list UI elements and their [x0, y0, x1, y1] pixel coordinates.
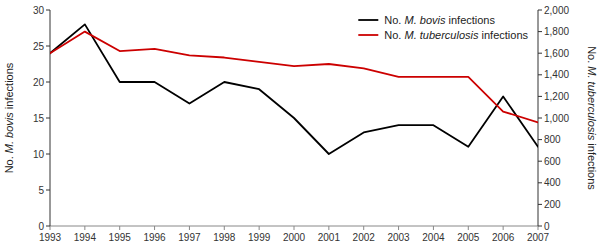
y2-tick-label: 2,000	[544, 5, 569, 16]
y2-tick-label: 800	[544, 134, 561, 145]
y2-tick-label: 1,800	[544, 26, 569, 37]
x-tick-label: 1998	[213, 232, 236, 243]
x-tick	[538, 226, 539, 230]
x-tick	[433, 226, 434, 230]
x-tick-label: 2005	[457, 232, 480, 243]
x-tick	[119, 226, 120, 230]
y2-tick	[538, 161, 542, 162]
y2-tick	[538, 96, 542, 97]
x-tick	[259, 226, 260, 230]
y2-tick-label: 1,600	[544, 48, 569, 59]
series-line	[50, 32, 538, 123]
x-tick-label: 1994	[74, 232, 97, 243]
y2-tick	[538, 226, 542, 227]
y-axis-label: No. M. bovis infections	[3, 62, 15, 173]
y2-tick	[538, 10, 542, 11]
plot-area	[50, 24, 538, 154]
y-tick	[46, 82, 50, 83]
y-tick-label: 10	[33, 149, 45, 160]
y2-tick-label: 1,400	[544, 69, 569, 80]
x-tick	[84, 226, 85, 230]
x-tick-label: 2001	[318, 232, 341, 243]
legend: No. M. bovis infections No. M. tuberculos…	[358, 14, 528, 41]
x-tick	[294, 226, 295, 230]
x-tick	[503, 226, 504, 230]
y2-tick-label: 200	[544, 199, 561, 210]
legend-label: No. M. bovis infections	[384, 14, 495, 26]
x-tick-label: 1993	[39, 232, 62, 243]
x-tick	[154, 226, 155, 230]
x-tick	[189, 226, 190, 230]
y2-tick	[538, 74, 542, 75]
x-tick-label: 2007	[527, 232, 550, 243]
y-tick-label: 20	[33, 77, 45, 88]
y-tick	[46, 46, 50, 47]
y-tick-label: 25	[33, 41, 45, 52]
y2-tick-label: 400	[544, 177, 561, 188]
legend-swatch	[358, 19, 378, 21]
legend-label: No. M. tuberculosis infections	[384, 29, 528, 41]
y2-tick-label: 1,200	[544, 91, 569, 102]
y2-tick	[538, 53, 542, 54]
y-tick	[46, 226, 50, 227]
legend-swatch	[358, 34, 378, 36]
x-tick-label: 1995	[109, 232, 132, 243]
x-tick	[50, 226, 51, 230]
x-tick-label: 2004	[422, 232, 445, 243]
y2-tick-label: 600	[544, 156, 561, 167]
series-line	[50, 24, 538, 154]
x-tick	[224, 226, 225, 230]
x-tick	[328, 226, 329, 230]
x-tick-label: 2002	[353, 232, 376, 243]
x-tick	[363, 226, 364, 230]
x-tick-label: 1996	[143, 232, 166, 243]
y2-tick	[538, 118, 542, 119]
y2-tick-label: 0	[544, 221, 550, 232]
y-tick-label: 0	[38, 221, 44, 232]
x-tick-label: 2006	[492, 232, 515, 243]
x-tick	[468, 226, 469, 230]
y-tick-label: 30	[33, 5, 45, 16]
y-tick	[46, 154, 50, 155]
x-tick-label: 1999	[248, 232, 271, 243]
x-tick-label: 1997	[178, 232, 201, 243]
y-tick	[46, 118, 50, 119]
y2-tick	[538, 31, 542, 32]
y-tick-label: 5	[38, 185, 44, 196]
x-tick-label: 2000	[283, 232, 306, 243]
y2-tick	[538, 204, 542, 205]
y2-tick	[538, 182, 542, 183]
x-tick-label: 2003	[387, 232, 410, 243]
chart: 1993199419951996199719981999200020012002…	[0, 0, 600, 250]
y-tick-label: 15	[33, 113, 45, 124]
y2-tick-label: 1,000	[544, 113, 569, 124]
y-tick	[46, 10, 50, 11]
x-tick	[398, 226, 399, 230]
y2-tick	[538, 139, 542, 140]
y-tick	[46, 190, 50, 191]
y2-axis-label: No. M. tuberculosis infections	[586, 46, 598, 190]
